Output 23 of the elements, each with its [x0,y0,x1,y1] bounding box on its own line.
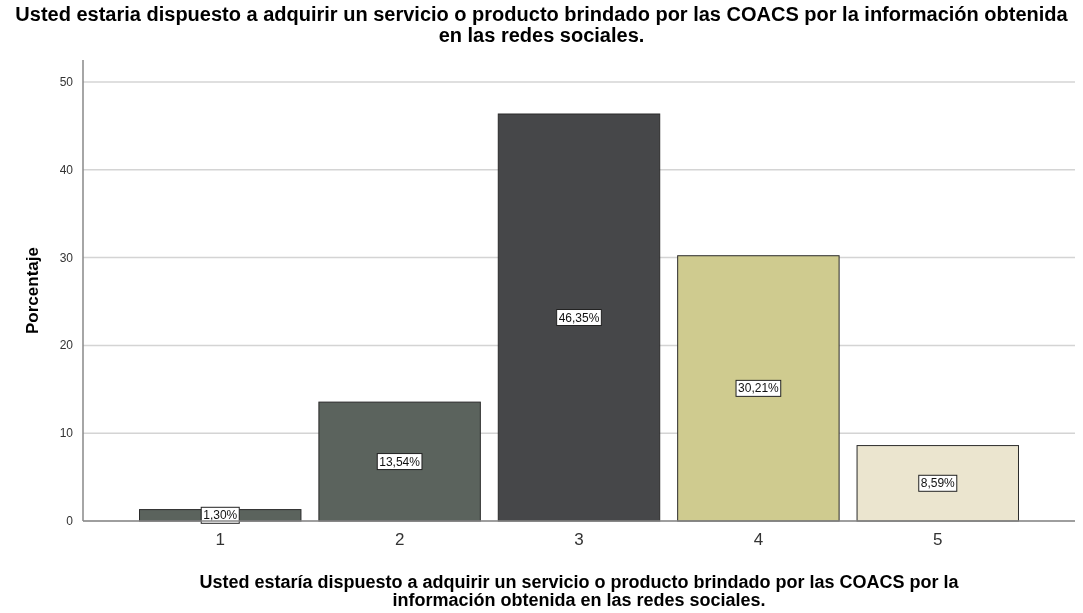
chart-title: Usted estaria dispuesto a adquirir un servicio o producto brindado por las COACS por la información obtenida en las redes sociales. [15,3,1069,46]
y-tick-label: 0 [66,514,74,528]
bar [497,113,661,522]
x-tick-label: 2 [394,530,405,549]
data-label: 30,21% [738,381,780,396]
x-tick-label: 5 [933,530,943,549]
data-label: 1,30% [203,508,238,523]
y-tick-label: 50 [59,74,74,89]
bar [318,401,481,522]
bar [856,445,1019,522]
y-axis-title: Porcentaje [23,247,42,334]
y-tick-label: 40 [59,162,74,177]
x-tick-label: 3 [574,530,584,549]
y-tick-label: 30 [59,250,74,265]
data-label: 46,35% [558,310,600,325]
data-label: 8,59% [920,476,956,491]
x-tick-label: 4 [753,530,764,549]
data-label: 13,54% [379,454,421,469]
y-tick-label: 10 [59,426,74,441]
x-axis-title: Usted estaría dispuesto a adquirir un servicio o producto brindado por las COACS por la información obtenida en las redes sociales. [199,572,960,610]
y-tick-label: 20 [59,338,74,353]
x-tick-label: 1 [215,530,225,549]
bar [677,255,840,522]
